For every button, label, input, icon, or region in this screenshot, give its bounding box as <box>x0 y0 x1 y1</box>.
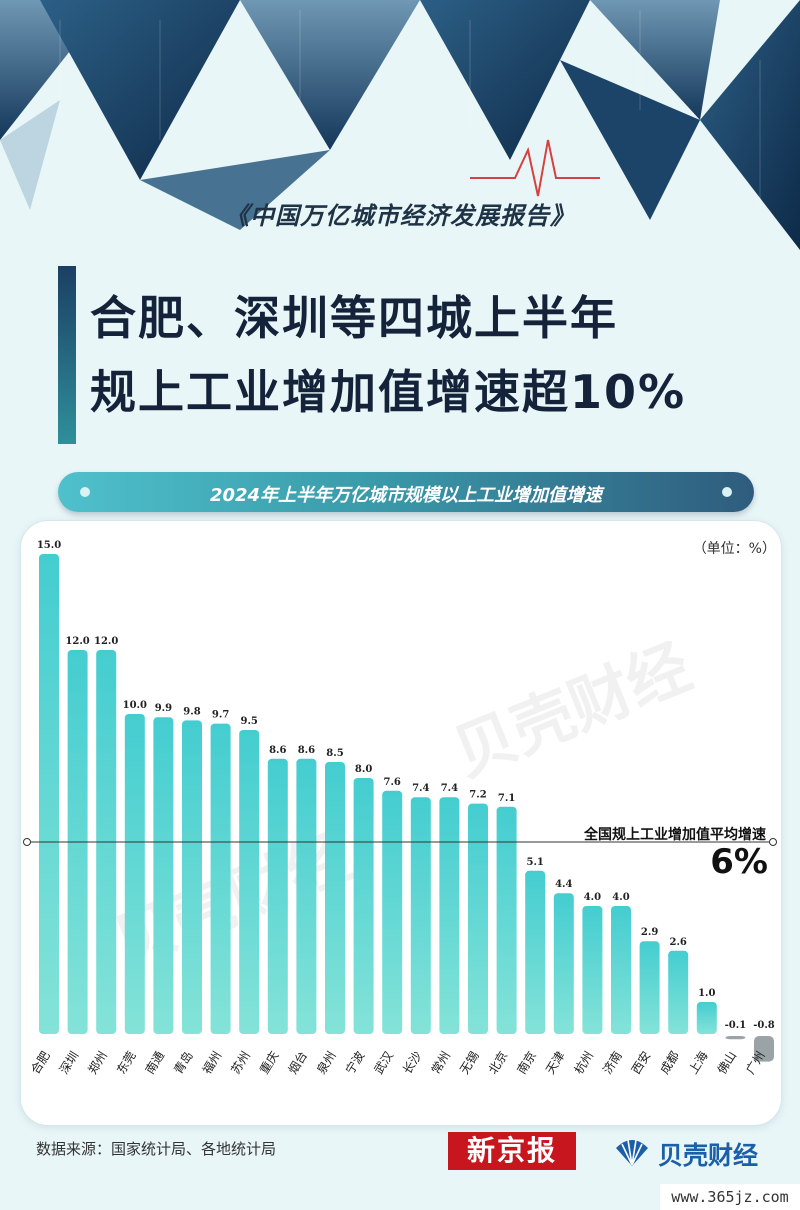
category-label-常州: 常州 <box>429 1049 454 1077</box>
category-label-深圳: 深圳 <box>57 1049 82 1077</box>
value-label-南通: 9.9 <box>155 703 172 714</box>
bar-南通 <box>153 717 174 1034</box>
pill-dot-left <box>80 487 90 497</box>
category-label-重庆: 重庆 <box>257 1049 282 1077</box>
bar-宁波 <box>353 778 374 1034</box>
category-label-福州: 福州 <box>199 1048 224 1076</box>
value-label-泉州: 8.5 <box>326 748 343 759</box>
headline-accent-bar <box>58 266 76 444</box>
bar-济南 <box>611 906 631 1034</box>
bar-西安 <box>639 941 660 1034</box>
bar-南京 <box>525 870 546 1034</box>
report-title: 《中国万亿城市经济发展报告》 <box>225 201 575 230</box>
bar-苏州 <box>239 730 260 1034</box>
value-label-成都: 2.6 <box>669 937 686 948</box>
category-label-宁波: 宁波 <box>342 1048 367 1076</box>
category-label-烟台: 烟台 <box>285 1048 310 1076</box>
pill-dot-right <box>722 487 732 497</box>
average-line-end-dot <box>769 838 777 846</box>
category-label-青岛: 青岛 <box>170 1048 195 1076</box>
bar-成都 <box>668 950 689 1034</box>
category-label-合肥: 合肥 <box>27 1048 52 1076</box>
category-label-佛山: 佛山 <box>715 1049 740 1077</box>
value-label-上海: 1.0 <box>698 988 715 999</box>
category-label-东莞: 东莞 <box>114 1049 139 1077</box>
header-banner <box>0 0 800 260</box>
headline-line-2: 规上工业增加值增速超10% <box>90 365 687 419</box>
category-label-无锡: 无锡 <box>456 1048 481 1076</box>
bar-青岛 <box>182 720 202 1034</box>
watermark: 贝壳财经 <box>443 630 700 791</box>
value-label-宁波: 8.0 <box>355 764 372 775</box>
value-label-东莞: 10.0 <box>123 700 147 711</box>
category-label-杭州: 杭州 <box>571 1048 596 1076</box>
bar-杭州 <box>582 906 603 1034</box>
category-label-郑州: 郑州 <box>85 1048 110 1076</box>
value-label-武汉: 7.6 <box>383 777 400 788</box>
category-label-北京: 北京 <box>486 1049 511 1077</box>
value-label-西安: 2.9 <box>641 927 658 938</box>
value-label-常州: 7.4 <box>441 783 458 794</box>
beike-logo: 贝壳财经 <box>612 1132 772 1170</box>
category-label-长沙: 长沙 <box>400 1049 425 1077</box>
bar-武汉 <box>382 790 403 1034</box>
unit-label: （单位：%） <box>692 541 776 557</box>
pulse-line-icon <box>470 139 600 197</box>
category-label-济南: 济南 <box>599 1048 624 1076</box>
xinjingbao-logo: 新京报 <box>448 1132 576 1170</box>
value-label-青岛: 9.8 <box>183 706 200 717</box>
bar-北京 <box>496 806 517 1034</box>
bar-长沙 <box>410 797 431 1034</box>
bar-上海 <box>696 1002 717 1034</box>
bar-泉州 <box>325 762 345 1034</box>
category-label-南京: 南京 <box>514 1048 539 1076</box>
headline-line-1: 合肥、深圳等四城上半年 <box>90 291 618 345</box>
value-label-苏州: 9.5 <box>240 716 257 727</box>
beike-logo-text: 贝壳财经 <box>658 1141 759 1170</box>
bar-东莞 <box>124 714 145 1034</box>
bar-福州 <box>210 723 231 1034</box>
value-label-福州: 9.7 <box>212 710 229 721</box>
value-label-重庆: 8.6 <box>269 745 286 756</box>
value-label-天津: 4.4 <box>555 879 572 890</box>
value-label-济南: 4.0 <box>612 892 629 903</box>
value-label-无锡: 7.2 <box>469 790 486 801</box>
value-label-佛山: -0.1 <box>725 1020 747 1031</box>
category-label-武汉: 武汉 <box>371 1049 396 1077</box>
bar-合肥 <box>39 554 59 1034</box>
bar-天津 <box>553 893 574 1034</box>
bar-常州 <box>439 797 460 1034</box>
category-label-泉州: 泉州 <box>314 1049 339 1077</box>
data-source: 数据来源：国家统计局、各地统计局 <box>36 1140 277 1158</box>
bar-重庆 <box>267 758 288 1034</box>
category-label-南通: 南通 <box>142 1048 167 1076</box>
chart-title-pill: 2024年上半年万亿城市规模以上工业增加值增速 <box>58 472 754 512</box>
category-label-成都: 成都 <box>657 1049 682 1077</box>
average-label: 全国规上工业增加值平均增速 <box>584 827 766 843</box>
average-line-end-dot <box>23 838 31 846</box>
value-label-深圳: 12.0 <box>65 636 89 647</box>
value-label-北京: 7.1 <box>498 793 515 804</box>
bar-广州 <box>754 1036 774 1062</box>
category-label-上海: 上海 <box>685 1048 710 1076</box>
average-value: 6% <box>710 842 768 882</box>
value-label-南京: 5.1 <box>526 857 543 868</box>
category-label-苏州: 苏州 <box>228 1049 253 1077</box>
value-label-郑州: 12.0 <box>94 636 118 647</box>
category-label-西安: 西安 <box>628 1048 653 1076</box>
site-watermark: www.365jz.com <box>660 1184 800 1210</box>
value-label-合肥: 15.0 <box>37 540 61 551</box>
bar-佛山 <box>725 1036 746 1040</box>
value-label-烟台: 8.6 <box>298 745 315 756</box>
bar-无锡 <box>468 803 488 1034</box>
category-label-天津: 天津 <box>543 1049 568 1077</box>
shell-icon <box>616 1139 648 1166</box>
value-label-广州: -0.8 <box>753 1020 775 1031</box>
bar-烟台 <box>296 758 317 1034</box>
value-label-长沙: 7.4 <box>412 783 429 794</box>
value-label-杭州: 4.0 <box>584 892 601 903</box>
chart-title: 2024年上半年万亿城市规模以上工业增加值增速 <box>209 485 603 506</box>
